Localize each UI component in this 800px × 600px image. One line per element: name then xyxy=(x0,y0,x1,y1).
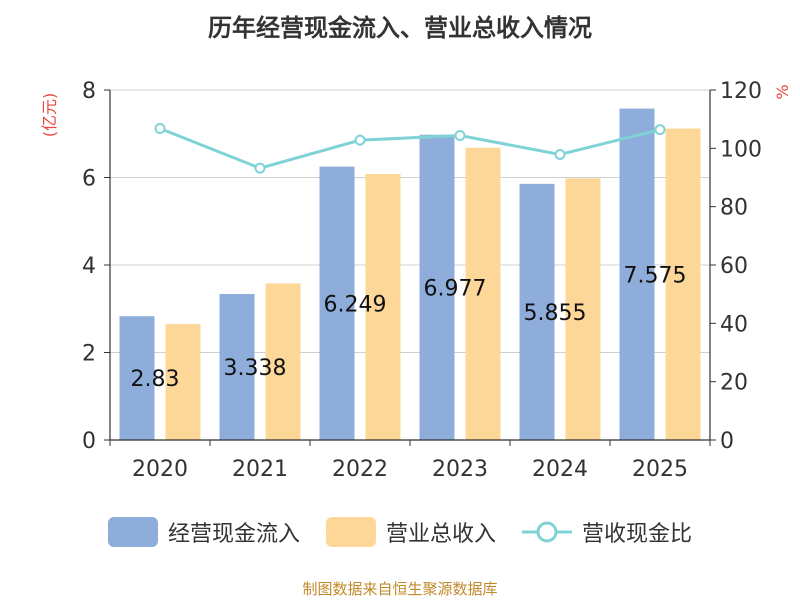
point-cash-ratio xyxy=(454,130,466,141)
y-right-tick-label: 0 xyxy=(720,429,734,454)
y-left-tick-label: 4 xyxy=(82,254,96,279)
chart-legend: 经营现金流入 营业总收入 营收现金比 xyxy=(0,516,800,548)
bar-revenue xyxy=(365,174,401,440)
x-tick-label: 2023 xyxy=(432,457,488,482)
y-right-tick-label: 60 xyxy=(720,254,748,279)
y-right-tick-label: 80 xyxy=(720,196,748,221)
x-tick-label: 2025 xyxy=(632,457,688,482)
bar-revenue xyxy=(565,178,601,440)
bar-cash-inflow xyxy=(419,134,455,440)
legend-item-revenue[interactable]: 营业总收入 xyxy=(325,516,496,548)
bar-cash-inflow xyxy=(119,316,155,440)
point-cash-ratio xyxy=(154,123,166,134)
line-cash-ratio xyxy=(159,127,661,170)
point-cash-ratio xyxy=(554,148,566,160)
bar-revenue xyxy=(665,128,701,440)
bar-revenue xyxy=(165,324,201,440)
legend-line-cash-ratio-icon xyxy=(522,521,572,543)
legend-swatch-cash-inflow xyxy=(107,517,158,547)
bar-revenue xyxy=(465,147,501,440)
x-tick-label: 2022 xyxy=(332,457,388,482)
data-label-cash-inflow: 7.575 xyxy=(624,263,687,288)
legend-item-cash-ratio[interactable]: 营收现金比 xyxy=(522,516,692,548)
legend-label-cash-inflow: 经营现金流入 xyxy=(167,522,300,547)
point-cash-ratio xyxy=(254,162,266,174)
bar-cash-inflow xyxy=(519,183,555,440)
chart-title: 历年经营现金流入、营业总收入情况 xyxy=(208,14,592,42)
y-right-tick-label: 100 xyxy=(720,137,762,162)
legend-label-revenue: 营业总收入 xyxy=(385,522,496,547)
data-label-cash-inflow: 2.83 xyxy=(131,367,180,392)
legend-swatch-revenue xyxy=(325,517,376,547)
y-right-tick-label: 40 xyxy=(720,312,748,337)
y-left-tick-label: 2 xyxy=(82,342,96,367)
source-note: 制图数据来自恒生聚源数据库 xyxy=(302,580,498,598)
data-label-cash-inflow: 6.249 xyxy=(324,292,387,317)
x-tick-label: 2021 xyxy=(232,457,288,482)
bar-cash-inflow xyxy=(619,108,655,440)
y-right-axis-title: % xyxy=(773,84,792,99)
data-label-cash-inflow: 5.855 xyxy=(524,301,587,326)
bar-cash-inflow xyxy=(219,293,255,440)
point-cash-ratio xyxy=(654,124,666,136)
y-left-tick-label: 6 xyxy=(82,167,96,192)
bar-revenue xyxy=(265,283,301,440)
bar-cash-inflow xyxy=(319,166,355,440)
y-right-tick-label: 120 xyxy=(720,79,762,104)
y-left-axis-title: (亿元) xyxy=(40,93,59,138)
legend-item-cash-inflow[interactable]: 经营现金流入 xyxy=(107,516,300,548)
y-left-tick-label: 8 xyxy=(82,79,96,104)
data-label-cash-inflow: 6.977 xyxy=(424,276,487,301)
y-right-tick-label: 20 xyxy=(720,371,748,396)
y-left-tick-label: 0 xyxy=(82,429,96,454)
x-tick-label: 2020 xyxy=(132,457,188,482)
x-tick-label: 2024 xyxy=(532,457,588,482)
legend-label-cash-ratio: 营收现金比 xyxy=(582,522,693,547)
data-label-cash-inflow: 3.338 xyxy=(224,356,287,381)
point-cash-ratio xyxy=(354,134,366,146)
